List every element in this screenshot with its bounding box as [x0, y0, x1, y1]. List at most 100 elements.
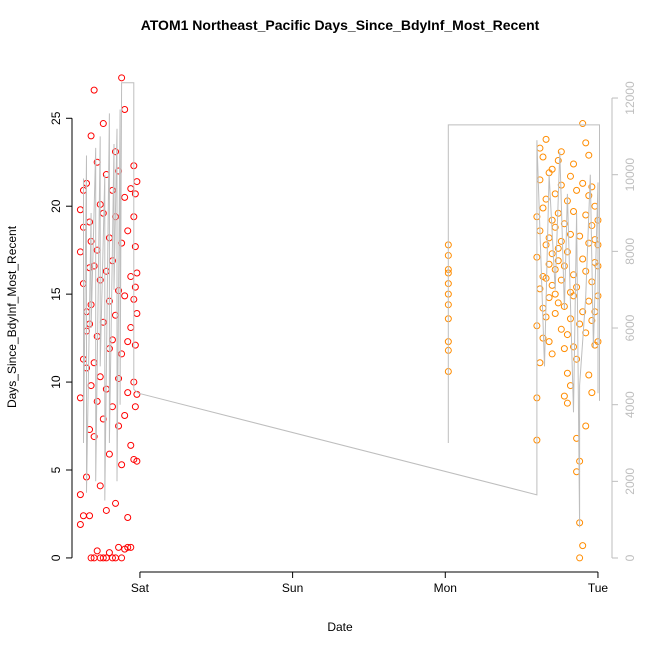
data-point: [576, 554, 584, 562]
data-point: [545, 294, 553, 302]
data-point: [588, 222, 596, 230]
data-point: [579, 179, 587, 187]
x-tick-label: Tue: [588, 581, 609, 595]
data-point: [127, 324, 135, 332]
data-point: [563, 248, 571, 256]
y2-tick-label: 6000: [623, 314, 637, 341]
y-tick-label: 15: [49, 287, 63, 301]
data-point: [585, 239, 593, 247]
data-point: [133, 269, 141, 277]
data-point: [133, 178, 141, 186]
y-tick-label: 5: [49, 466, 63, 473]
data-point: [76, 521, 84, 529]
data-point: [588, 389, 596, 397]
data-point: [99, 209, 107, 217]
data-point: [554, 299, 562, 307]
data-point: [563, 399, 571, 407]
data-point: [582, 422, 590, 430]
data-point: [560, 345, 568, 353]
y-tick-label: 25: [49, 111, 63, 125]
data-point: [579, 308, 587, 316]
x-axis-label: Date: [327, 620, 353, 634]
data-point: [551, 290, 559, 298]
data-point: [108, 554, 116, 562]
data-point: [585, 297, 593, 305]
data-point: [570, 207, 578, 215]
y2-tick-label: 2000: [623, 468, 637, 495]
data-point: [93, 246, 101, 254]
data-point: [573, 355, 581, 363]
data-point: [131, 341, 139, 349]
data-point: [127, 441, 135, 449]
data-point: [99, 554, 107, 562]
data-point: [105, 549, 113, 557]
data-point: [560, 262, 568, 270]
data-point: [570, 271, 578, 279]
data-point: [548, 165, 556, 173]
data-point: [542, 241, 550, 249]
data-point: [93, 547, 101, 555]
data-point: [99, 120, 107, 128]
data-point: [560, 392, 568, 400]
data-point: [582, 139, 590, 147]
data-point: [131, 403, 139, 411]
data-line: [83, 82, 600, 528]
data-point: [582, 267, 590, 275]
data-point: [121, 411, 129, 419]
data-point: [118, 554, 126, 562]
data-point: [115, 543, 123, 551]
data-point: [121, 105, 129, 113]
y2-tick-label: 0: [623, 554, 637, 561]
data-point: [131, 243, 139, 251]
data-point: [545, 234, 553, 242]
y2-tick-label: 10000: [623, 158, 637, 192]
data-point: [108, 336, 116, 344]
data-point: [566, 230, 574, 238]
data-point: [573, 186, 581, 194]
data-point: [90, 359, 98, 367]
data-point: [115, 422, 123, 430]
data-point: [76, 394, 84, 402]
data-point: [102, 267, 110, 275]
data-point: [563, 369, 571, 377]
data-point: [539, 204, 547, 212]
data-point: [551, 190, 559, 198]
data-point: [76, 248, 84, 256]
data-point: [579, 120, 587, 128]
data-point: [118, 461, 126, 469]
data-point: [545, 338, 553, 346]
y-axis-label: Days_Since_BdyInf_Most_Recent: [5, 225, 19, 408]
data-point: [554, 156, 562, 164]
data-point: [133, 457, 141, 465]
data-point: [588, 183, 596, 191]
data-point: [124, 338, 132, 346]
data-point: [121, 292, 129, 300]
data-point: [570, 160, 578, 168]
data-point: [118, 239, 126, 247]
data-point: [112, 148, 120, 156]
data-point: [563, 331, 571, 339]
data-point: [548, 216, 556, 224]
data-point: [87, 132, 95, 140]
data-point: [551, 266, 559, 274]
data-point: [570, 343, 578, 351]
data-point: [76, 491, 84, 499]
chart-title: ATOM1 Northeast_Pacific Days_Since_BdyIn…: [141, 17, 540, 33]
data-point: [557, 148, 565, 156]
data-point: [579, 255, 587, 263]
data-point: [112, 311, 120, 319]
data-point: [585, 151, 593, 159]
data-point: [579, 542, 587, 550]
data-point: [118, 74, 126, 82]
data-point: [539, 153, 547, 161]
data-point: [566, 172, 574, 180]
data-point: [90, 433, 98, 441]
data-point: [90, 86, 98, 94]
data-point: [548, 250, 556, 258]
data-point: [551, 309, 559, 317]
data-point: [87, 382, 95, 390]
data-point: [96, 482, 104, 490]
data-point: [127, 273, 135, 281]
data-point: [121, 193, 129, 201]
data-point: [96, 373, 104, 381]
